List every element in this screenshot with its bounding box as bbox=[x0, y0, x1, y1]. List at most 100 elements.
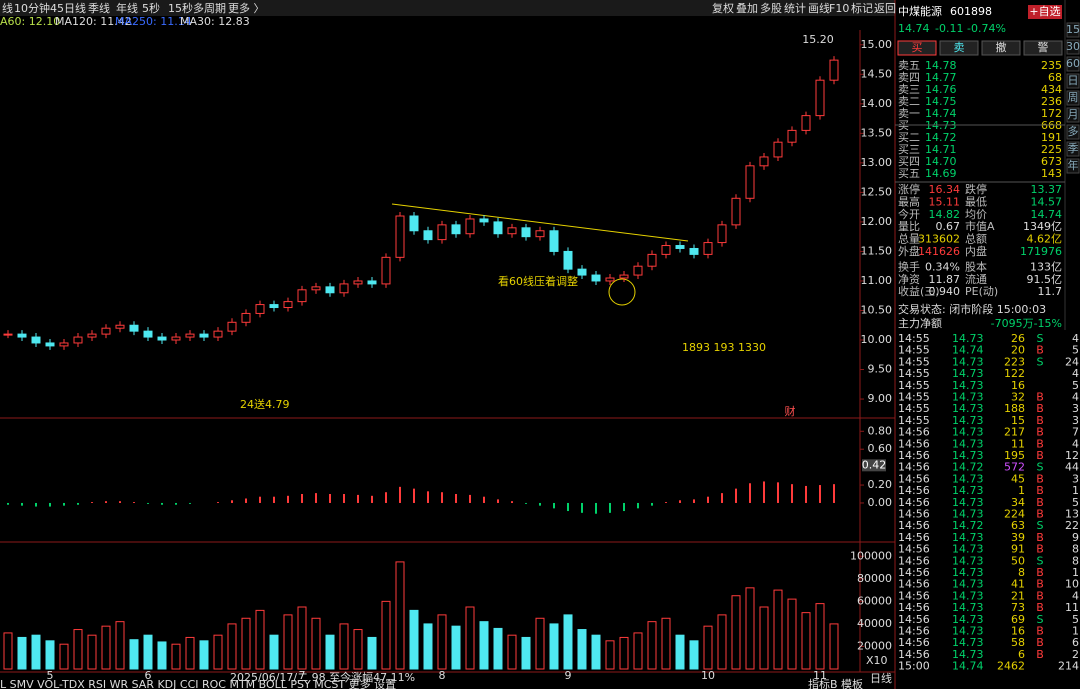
trade-price: 14.73 bbox=[952, 554, 984, 567]
trade-count: 11 bbox=[1065, 601, 1079, 614]
toolbar-item[interactable]: 5秒 bbox=[142, 1, 160, 15]
candle-body bbox=[143, 330, 153, 338]
candle-body bbox=[465, 218, 475, 235]
toolbar-item[interactable]: 叠加 bbox=[736, 2, 758, 15]
trade-side: B bbox=[1036, 472, 1044, 485]
side-tab[interactable]: 30 bbox=[1066, 40, 1080, 53]
stat-value: 11.7 bbox=[1038, 285, 1063, 298]
current-value-label: 0.42 bbox=[862, 458, 887, 471]
volume-bar bbox=[773, 589, 783, 670]
side-tab[interactable]: 日 bbox=[1068, 74, 1079, 87]
toolbar-item[interactable]: 统计 bbox=[784, 2, 806, 15]
trade-side: B bbox=[1036, 449, 1044, 462]
toolbar-item[interactable]: 年线 bbox=[116, 1, 138, 15]
y-tick-label: 40000 bbox=[857, 617, 892, 630]
candle-body bbox=[479, 218, 489, 223]
candle-body bbox=[129, 324, 139, 332]
candle-body bbox=[773, 141, 783, 158]
trade-button[interactable]: 警 bbox=[1038, 40, 1049, 54]
candle-body bbox=[619, 274, 629, 279]
trade-time: 14:56 bbox=[898, 554, 930, 567]
trade-price: 14.72 bbox=[952, 461, 984, 474]
trade-time: 14:55 bbox=[898, 391, 930, 404]
trade-count: 8 bbox=[1072, 554, 1079, 567]
stat-value: 16.34 bbox=[929, 183, 961, 196]
trade-volume: 91 bbox=[1011, 543, 1025, 556]
toolbar-item[interactable]: 线 bbox=[2, 1, 13, 15]
trade-volume: 39 bbox=[1011, 531, 1025, 544]
candle-body bbox=[787, 129, 797, 143]
trade-side: B bbox=[1036, 426, 1044, 439]
stat-label: 换手 bbox=[898, 259, 920, 273]
side-tab[interactable]: 年 bbox=[1068, 158, 1079, 172]
ma-label: MA250: 11.14 bbox=[115, 15, 192, 28]
trade-volume: 32 bbox=[1011, 391, 1025, 404]
side-tab-bg bbox=[1066, 124, 1080, 140]
toolbar-item[interactable]: 15秒 bbox=[168, 1, 193, 15]
candle-body bbox=[115, 324, 125, 329]
trade-side: B bbox=[1036, 391, 1044, 404]
trade-count: 13 bbox=[1065, 508, 1079, 521]
trade-count: 4 bbox=[1072, 589, 1079, 602]
volume-bar bbox=[87, 634, 97, 670]
trade-side: B bbox=[1036, 636, 1044, 649]
stock-code: 601898 bbox=[950, 5, 992, 18]
trade-button[interactable]: 买 bbox=[912, 41, 923, 54]
candle-body bbox=[101, 327, 111, 335]
y-tick-label: 60000 bbox=[857, 594, 892, 607]
toolbar-item[interactable]: 返回 bbox=[874, 2, 896, 15]
stat-value: 171976 bbox=[1020, 245, 1062, 258]
y-tick-label: 0.00 bbox=[868, 496, 893, 509]
toolbar-item[interactable]: F10 bbox=[829, 2, 849, 15]
trade-button[interactable]: 卖 bbox=[954, 41, 965, 54]
trade-price: 14.73 bbox=[952, 543, 984, 556]
indicator-tabs[interactable]: L SMV VOL-TDX RSI WR SAR KDJ CCI ROC MTM… bbox=[0, 677, 396, 689]
indicator-panel[interactable]: 指标B 模板 bbox=[808, 677, 863, 689]
volume-bar bbox=[703, 625, 713, 670]
toolbar-item[interactable]: 复权 bbox=[712, 1, 734, 15]
volume-bar bbox=[45, 640, 55, 670]
side-tab[interactable]: 15 bbox=[1066, 23, 1080, 36]
book-volume: 235 bbox=[1041, 59, 1062, 72]
toolbar-item[interactable]: 45日线 bbox=[50, 1, 86, 15]
y-tick-label: 15.00 bbox=[861, 38, 893, 51]
trade-volume: 223 bbox=[1004, 355, 1025, 368]
side-tab[interactable]: 多 bbox=[1068, 124, 1079, 138]
candle-body bbox=[731, 197, 741, 226]
trade-price: 14.74 bbox=[952, 660, 984, 673]
trade-time: 14:56 bbox=[898, 589, 930, 602]
trade-volume: 1 bbox=[1018, 484, 1025, 497]
stat-value: 91.5亿 bbox=[1027, 273, 1063, 286]
candle-body bbox=[703, 242, 713, 255]
toolbar-item[interactable]: 更多 〉 bbox=[228, 1, 265, 15]
trade-volume: 16 bbox=[1011, 625, 1025, 638]
side-tab[interactable]: 周 bbox=[1068, 91, 1079, 104]
trade-volume: 69 bbox=[1011, 613, 1025, 626]
toolbar-item[interactable]: 画线 bbox=[808, 1, 830, 15]
book-volume: 172 bbox=[1041, 107, 1062, 120]
trade-price: 14.72 bbox=[952, 519, 984, 532]
toolbar-item[interactable]: 10分钟 bbox=[14, 1, 50, 15]
toolbar-item[interactable]: 多股 bbox=[760, 1, 782, 15]
y-tick-label: 20000 bbox=[857, 639, 892, 652]
candle-body bbox=[3, 333, 13, 336]
trade-side: B bbox=[1036, 344, 1044, 357]
toolbar-item[interactable]: 季线 bbox=[88, 1, 110, 15]
side-tab[interactable]: 季 bbox=[1068, 142, 1079, 155]
add-button[interactable]: +自选 bbox=[1029, 5, 1060, 18]
trade-volume: 6 bbox=[1018, 648, 1025, 661]
trade-side: B bbox=[1036, 402, 1044, 415]
stat-value: 0.940 bbox=[929, 285, 961, 298]
trade-volume: 11 bbox=[1011, 437, 1025, 450]
add-button-bg bbox=[1028, 5, 1062, 19]
trade-side: S bbox=[1037, 332, 1044, 345]
trade-button[interactable]: 撤 bbox=[996, 40, 1007, 54]
annotation: 15.20 bbox=[802, 33, 834, 46]
book-volume: 236 bbox=[1041, 95, 1062, 108]
toolbar-item[interactable]: 标记 bbox=[851, 1, 873, 15]
side-tab[interactable]: 60 bbox=[1066, 57, 1080, 70]
side-tab[interactable]: 月 bbox=[1068, 108, 1079, 121]
trade-price: 14.73 bbox=[952, 636, 984, 649]
toolbar-item[interactable]: 多周期 bbox=[193, 1, 226, 15]
